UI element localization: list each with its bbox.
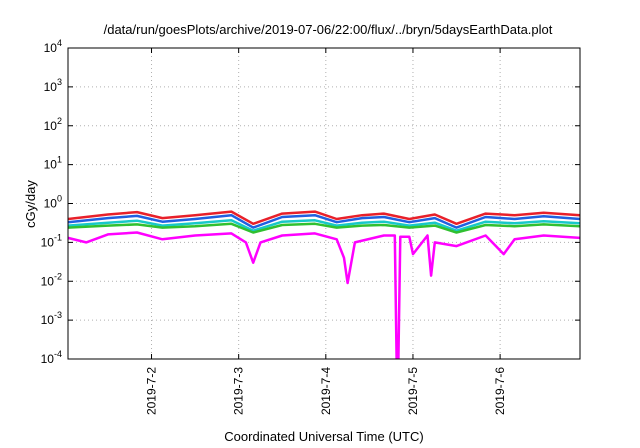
y-tick-label: 10-1 [41,232,62,249]
y-tick-label: 101 [44,155,62,172]
y-tick-label: 103 [44,77,62,94]
series-line-1 [68,210,580,226]
series-line-3 [68,219,580,232]
y-tick-label: 10-3 [41,310,62,327]
x-tick-label: 2019-7-6 [493,367,507,415]
chart-title: /data/run/goesPlots/archive/2019-07-06/2… [104,22,553,37]
grid [68,48,580,359]
y-axis-label: cGy/day [23,180,38,228]
series-line-5 [68,231,580,359]
x-tick-label: 2019-7-3 [232,367,246,415]
x-tick-label: 2019-7-4 [319,367,333,415]
y-tick-label: 10-4 [41,349,62,366]
ticks: 10-4 10-3 10-2 10-1 100 101 102 103 104 2019-7-2 2… [41,38,580,415]
y-tick-label: 10-2 [41,271,62,288]
x-tick-label: 2019-7-2 [145,367,159,415]
y-tick-label: 104 [44,38,62,55]
series-line-4 [68,222,580,234]
y-tick-label: 102 [44,116,62,133]
series-line-2 [68,213,580,229]
x-axis-label: Coordinated Universal Time (UTC) [224,429,423,444]
x-tick-label: 2019-7-5 [406,367,420,415]
y-tick-label: 100 [44,194,62,211]
series-layer [68,210,580,359]
